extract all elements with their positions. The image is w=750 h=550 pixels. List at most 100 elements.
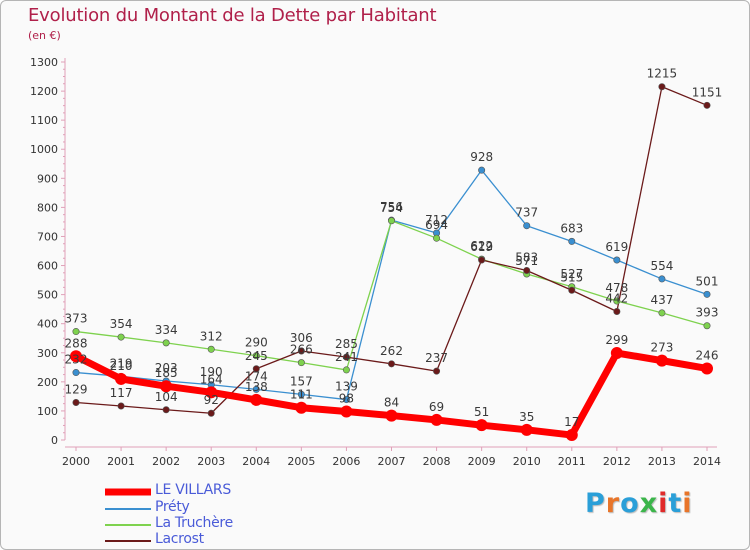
data-point-series-3: [613, 297, 621, 305]
data-label-series-4: 442: [605, 291, 628, 305]
data-point-series-2: [297, 390, 305, 398]
x-tick-label: 2007: [378, 455, 406, 468]
data-label-series-1: 288: [65, 336, 88, 350]
legend-swatch-series-4: [105, 540, 151, 542]
legend-swatch-series-3: [105, 524, 151, 526]
data-label-series-3: 437: [650, 293, 673, 307]
data-point-series-4: [478, 256, 486, 264]
y-tick-label: 700: [37, 230, 58, 243]
data-label-series-4: 1215: [647, 67, 678, 81]
data-point-series-3: [252, 352, 260, 360]
data-point-series-2: [613, 256, 621, 264]
data-label-series-2: 190: [200, 365, 223, 379]
data-label-series-1: 17: [564, 415, 579, 429]
legend-swatch-series-1: [105, 488, 151, 496]
data-label-series-3: 694: [425, 218, 448, 232]
data-point-series-4: [523, 266, 531, 274]
y-tick-label: 800: [37, 201, 58, 214]
data-label-series-1: 210: [110, 359, 133, 373]
data-label-series-1: 98: [339, 392, 354, 406]
data-point-series-1: [385, 409, 398, 422]
data-label-series-2: 756: [380, 200, 403, 214]
data-point-series-4: [658, 83, 666, 91]
data-label-series-4: 237: [425, 351, 448, 365]
x-tick-label: 2005: [287, 455, 315, 468]
chart-axes: 0 100 200 300 400 500 600 700 800 900 1000 1100 1200…: [30, 56, 721, 468]
logo-letter: t: [668, 488, 683, 519]
data-label-series-1: 69: [429, 400, 444, 414]
data-label-series-4: 515: [560, 270, 583, 284]
data-label-series-3: 754: [380, 201, 403, 215]
data-point-series-3: [387, 217, 395, 225]
data-point-series-4: [433, 367, 441, 375]
y-tick-label: 200: [37, 376, 58, 389]
data-point-series-4: [117, 402, 125, 410]
data-label-series-3: 571: [515, 254, 538, 268]
data-label-series-2: 501: [696, 274, 719, 288]
data-point-series-2: [72, 369, 80, 377]
data-label-series-1: 111: [290, 388, 313, 402]
data-point-series-3: [342, 366, 350, 374]
data-label-series-3: 266: [290, 343, 313, 357]
data-point-series-1: [701, 362, 713, 375]
y-tick-label: 1300: [30, 56, 58, 69]
x-tick-label: 2014: [693, 455, 721, 468]
x-tick-label: 2003: [197, 455, 225, 468]
x-tick-label: 2001: [107, 455, 135, 468]
data-point-series-2: [252, 385, 260, 393]
data-point-series-4: [207, 409, 215, 417]
data-point-series-2: [478, 166, 486, 174]
data-label-series-2: 554: [650, 259, 673, 273]
data-point-series-2: [342, 396, 350, 404]
data-point-series-4: [568, 286, 576, 294]
data-label-series-4: 117: [110, 386, 133, 400]
data-label-series-4: 619: [470, 240, 493, 254]
data-point-series-1: [250, 393, 263, 406]
y-tick-label: 0: [51, 434, 58, 447]
data-label-series-1: 164: [200, 372, 223, 386]
data-label-series-1: 35: [519, 410, 534, 424]
data-point-series-3: [703, 322, 711, 330]
data-point-series-3: [72, 328, 80, 336]
data-point-series-3: [207, 345, 215, 353]
x-tick-label: 2010: [513, 455, 541, 468]
legend-label-series-4: Lacrost: [155, 531, 204, 547]
data-label-series-4: 262: [380, 344, 403, 358]
data-point-series-3: [117, 333, 125, 341]
data-label-series-2: 203: [155, 361, 178, 375]
chart-unit-label: (en €): [28, 29, 61, 42]
data-label-series-2: 174: [245, 369, 268, 383]
data-label-series-2: 157: [290, 374, 313, 388]
data-point-series-1: [430, 413, 443, 426]
data-point-series-1: [610, 347, 623, 360]
data-label-series-2: 219: [110, 356, 133, 370]
x-tick-label: 2013: [648, 455, 676, 468]
x-tick-label: 2009: [468, 455, 496, 468]
y-tick-label: 1000: [30, 143, 58, 156]
logo-letter: i: [658, 488, 669, 519]
data-point-series-1: [70, 350, 82, 363]
x-tick-label: 2008: [423, 455, 451, 468]
data-label-series-2: 712: [425, 213, 448, 227]
data-point-series-4: [387, 360, 395, 368]
data-label-series-3: 241: [335, 350, 358, 364]
data-point-series-1: [160, 380, 173, 393]
y-tick-label: 400: [37, 318, 58, 331]
data-label-series-3: 622: [470, 239, 493, 253]
data-point-series-2: [523, 222, 531, 230]
y-tick-label: 100: [37, 405, 58, 418]
data-label-series-4: 92: [204, 393, 219, 407]
data-point-series-1: [295, 401, 308, 414]
data-label-series-4: 245: [245, 349, 268, 363]
data-label-series-2: 619: [605, 240, 628, 254]
x-tick-label: 2002: [152, 455, 180, 468]
data-label-series-1: 273: [650, 341, 673, 355]
legend-label-series-3: La Truchère: [155, 515, 233, 531]
x-tick-label: 2011: [558, 455, 586, 468]
data-point-series-4: [613, 307, 621, 315]
data-point-series-1: [340, 405, 353, 418]
logo-letter: P: [585, 488, 606, 519]
data-point-series-3: [658, 309, 666, 317]
